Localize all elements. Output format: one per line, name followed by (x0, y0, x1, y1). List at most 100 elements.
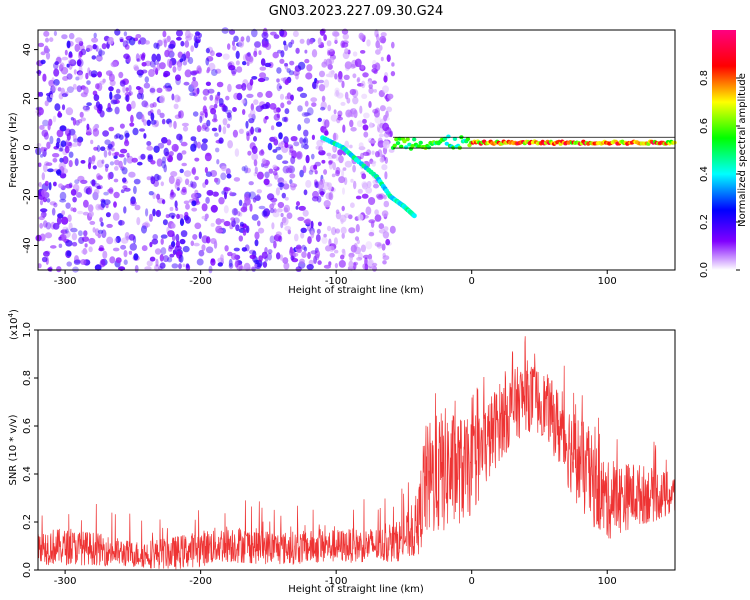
noise-blob (357, 214, 364, 221)
noise-blob (53, 79, 60, 86)
noise-blob (138, 73, 143, 78)
noise-blob (238, 212, 243, 217)
noise-blob (41, 211, 47, 218)
noise-blob (71, 232, 78, 241)
noise-blob (210, 258, 216, 266)
noise-blob (359, 105, 363, 114)
noise-blob (173, 120, 177, 130)
noise-blob (241, 247, 248, 252)
noise-blob (106, 223, 113, 228)
noise-blob (381, 243, 386, 251)
noise-blob (129, 122, 135, 127)
noise-blob (155, 209, 162, 218)
noise-blob (175, 176, 183, 184)
noise-blob (171, 223, 176, 229)
noise-blob (301, 112, 309, 117)
noise-blob (40, 51, 46, 56)
noise-blob (152, 208, 156, 217)
noise-blob (155, 258, 159, 267)
noise-blob (361, 80, 366, 89)
noise-blob (254, 41, 261, 48)
noise-blob (383, 131, 390, 138)
noise-blob (113, 178, 119, 183)
noise-blob (301, 251, 307, 258)
noise-blob (72, 207, 77, 213)
noise-blob (68, 151, 74, 158)
noise-blob (95, 83, 100, 90)
noise-blob (230, 68, 237, 75)
noise-blob (248, 118, 255, 124)
noise-blob (181, 186, 187, 193)
noise-blob (38, 162, 42, 168)
noise-blob (114, 151, 120, 156)
noise-blob (251, 76, 258, 80)
noise-blob (212, 191, 219, 197)
noise-blob (60, 140, 67, 147)
noise-blob (241, 99, 246, 104)
snr-marks (37, 336, 676, 570)
noise-blob (344, 48, 349, 55)
noise-blob (376, 243, 382, 249)
noise-blob (59, 191, 67, 201)
noise-blob (156, 87, 163, 94)
noise-blob (242, 61, 247, 66)
noise-blob (356, 120, 363, 128)
noise-blob (50, 245, 57, 249)
noise-blob (334, 87, 340, 94)
noise-blob (64, 49, 68, 56)
noise-blob (153, 145, 160, 153)
noise-blob (53, 68, 60, 77)
noise-blob (236, 262, 243, 272)
noise-blob (248, 249, 256, 255)
noise-blob (337, 149, 343, 156)
noise-blob (378, 133, 385, 138)
noise-blob (123, 206, 127, 214)
noise-blob (72, 241, 78, 247)
noise-blob (151, 53, 157, 62)
spectral-line-blob (399, 144, 404, 149)
spectrogram-x-tick-label: -300 (54, 276, 77, 287)
noise-blob (306, 64, 313, 72)
noise-blob (97, 229, 104, 234)
noise-blob (128, 84, 132, 92)
noise-blob (284, 79, 289, 85)
noise-blob (44, 232, 53, 239)
noise-blob (181, 162, 187, 167)
noise-blob (245, 167, 252, 174)
spectral-line-blob (412, 137, 417, 142)
spectral-line-blob (405, 137, 410, 142)
noise-blob (91, 55, 97, 60)
noise-blob (220, 254, 224, 262)
noise-blob (37, 42, 45, 48)
noise-blob (312, 190, 319, 199)
noise-blob (285, 167, 293, 174)
noise-blob (82, 105, 90, 111)
noise-blob (191, 200, 197, 207)
noise-blob (60, 236, 66, 241)
noise-blob (368, 83, 373, 89)
noise-blob (53, 181, 57, 187)
noise-blob (216, 159, 220, 165)
noise-blob (176, 133, 183, 141)
noise-blob (338, 70, 343, 80)
noise-blob (148, 69, 155, 77)
colorbar-gradient (712, 30, 736, 270)
noise-blob (340, 254, 345, 260)
noise-blob (352, 164, 356, 173)
noise-blob (383, 200, 390, 208)
spectral-line-blob (402, 139, 407, 144)
noise-blob (150, 119, 157, 125)
noise-blob (58, 147, 63, 152)
noise-blob (279, 254, 284, 261)
noise-blob (232, 45, 237, 51)
noise-blob (46, 198, 51, 203)
noise-blob (232, 107, 237, 112)
spectral-line-blob (416, 144, 422, 149)
noise-blob (314, 170, 318, 175)
noise-blob (322, 181, 330, 191)
noise-blob (250, 126, 255, 135)
noise-blob (179, 218, 185, 227)
noise-blob (248, 113, 253, 118)
spectral-line-blob (444, 141, 449, 146)
noise-blob (303, 189, 308, 196)
